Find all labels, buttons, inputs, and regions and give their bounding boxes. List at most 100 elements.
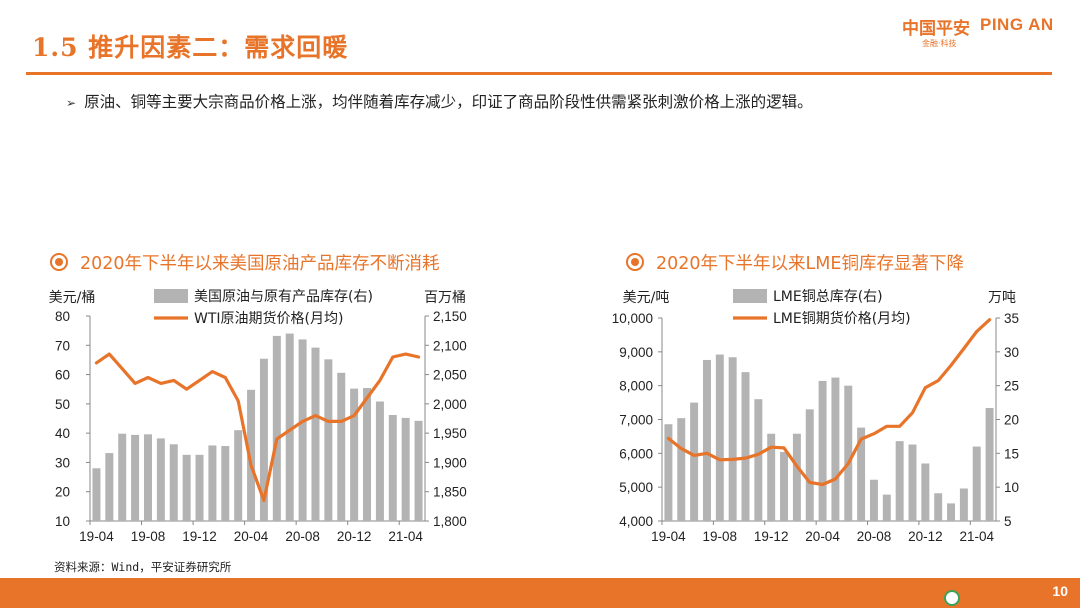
inventory-bar [208,445,217,521]
left-unit-label: 美元/吨 [623,290,670,306]
inventory-bar [767,433,776,521]
right-tick-label: 5 [1004,514,1012,529]
x-tick-label: 20-12 [908,529,943,544]
left-tick-label: 20 [55,485,70,500]
inventory-bar [985,407,994,521]
copper-inventory-chart: 10,000 9,000 8,000 7,000 6,000 5,000 4,000 35 30… [612,289,1019,544]
x-tick-label: 19-04 [651,529,686,544]
price-line [94,352,421,503]
left-tick-label: 50 [55,397,70,412]
inventory-bar [959,488,968,521]
right-tick-label: 1,950 [433,426,467,441]
chart2-title-text: 2020年下半年以来LME铜库存显著下降 [656,254,964,274]
inventory-bar [895,441,904,521]
left-tick-label: 80 [55,309,70,324]
left-tick-label: 70 [55,338,70,353]
inventory-bar [780,451,789,521]
inventory-bar [234,430,243,521]
inventory-bar [324,359,333,521]
inventory-bar [947,503,956,521]
inventory-bar [259,358,268,521]
inventory-bar [195,454,204,521]
inventory-bar [715,354,724,521]
left-tick-label: 30 [55,455,70,470]
inventory-bar [131,434,140,521]
left-tick-label: 60 [55,368,70,383]
legend-bar-label: LME铜总库存(右) [773,289,883,305]
right-tick-label: 15 [1004,446,1019,461]
right-tick-label: 1,900 [433,455,467,470]
inventory-bar [298,339,307,521]
right-tick-label: 2,150 [433,309,467,324]
inventory-bar [285,333,294,521]
ping-an-logo: 中国平安 PING AN 金融·科技 [902,14,1062,54]
target-circle-icon [626,253,644,271]
x-tick-label: 19-12 [182,529,217,544]
left-tick-label: 40 [55,426,70,441]
right-tick-label: 10 [1004,480,1019,495]
header-divider [26,72,1052,75]
inventory-bar [754,399,763,521]
left-tick-label: 10,000 [612,311,653,326]
bullet-point: ➢ 原油、铜等主要大宗商品价格上涨，均伴随着库存减少，印证了商品阶段性供需紧张刺激… [66,90,813,112]
oil-inventory-chart: 80 70 60 50 40 30 20 10 2,150 2,100 2,050 2,000 1,95… [49,289,467,544]
inventory-bar [921,463,930,521]
right-tick-label: 2,050 [433,368,467,383]
right-tick-label: 1,800 [433,514,467,529]
right-tick-label: 1,850 [433,485,467,500]
x-tick-label: 19-08 [703,529,738,544]
x-tick-label: 21-04 [388,529,423,544]
inventory-bar [869,479,878,521]
x-tick-label: 21-04 [959,529,994,544]
inventory-bar [728,357,737,521]
arrow-bullet-icon: ➢ [66,96,77,110]
bullet-text: 原油、铜等主要大宗商品价格上涨，均伴随着库存减少，印证了商品阶段性供需紧张刺激价… [84,93,813,111]
right-unit-label: 万吨 [988,290,1016,306]
source-note: 资料来源：Wind，平安证券研究所 [54,560,232,574]
x-tick-label: 20-08 [857,529,892,544]
x-tick-label: 19-12 [754,529,789,544]
page-title: 1.5 推升因素二：需求回暖 [32,33,349,62]
inventory-bar [831,377,840,521]
chart2-title: 2020年下半年以来LME铜库存显著下降 [626,250,964,275]
right-tick-label: 35 [1004,311,1019,326]
inventory-bar [741,372,750,521]
inventory-bar [792,433,801,521]
inventory-bar [702,359,711,521]
inventory-bar [311,347,320,521]
inventory-bar [375,401,384,521]
inventory-bar [818,380,827,521]
inventory-bar [414,420,423,521]
left-tick-label: 10 [55,514,70,529]
left-tick-label: 4,000 [619,514,653,529]
target-circle-icon [50,253,68,271]
legend-line-label: LME铜期货价格(月均) [773,310,911,327]
left-tick-label: 6,000 [619,446,653,461]
left-tick-label: 7,000 [619,413,653,428]
inventory-bar [388,414,397,521]
inventory-bar [677,418,686,521]
legend-bar-swatch [154,289,188,303]
inventory-bar [169,444,178,521]
ping-an-footer-icon [944,590,960,606]
inventory-bar [143,434,152,521]
logo-text-cn: 中国平安 [902,19,970,39]
right-tick-label: 20 [1004,413,1019,428]
x-tick-label: 20-08 [285,529,320,544]
inventory-bar [350,388,359,521]
inventory-bar [805,409,814,521]
x-tick-label: 20-04 [805,529,840,544]
inventory-bar [337,372,346,521]
inventory-bar [156,438,165,521]
inventory-bar [401,417,410,521]
price-line [666,318,992,487]
inventory-bar [92,468,101,521]
right-tick-label: 30 [1004,345,1019,360]
right-tick-label: 25 [1004,379,1019,394]
page-number: 10 [1052,583,1068,599]
inventory-bar [934,493,943,521]
inventory-bar [182,454,191,521]
left-tick-label: 5,000 [619,480,653,495]
chart1-title-text: 2020年下半年以来美国原油产品库存不断消耗 [80,254,440,274]
inventory-bar [221,446,230,521]
